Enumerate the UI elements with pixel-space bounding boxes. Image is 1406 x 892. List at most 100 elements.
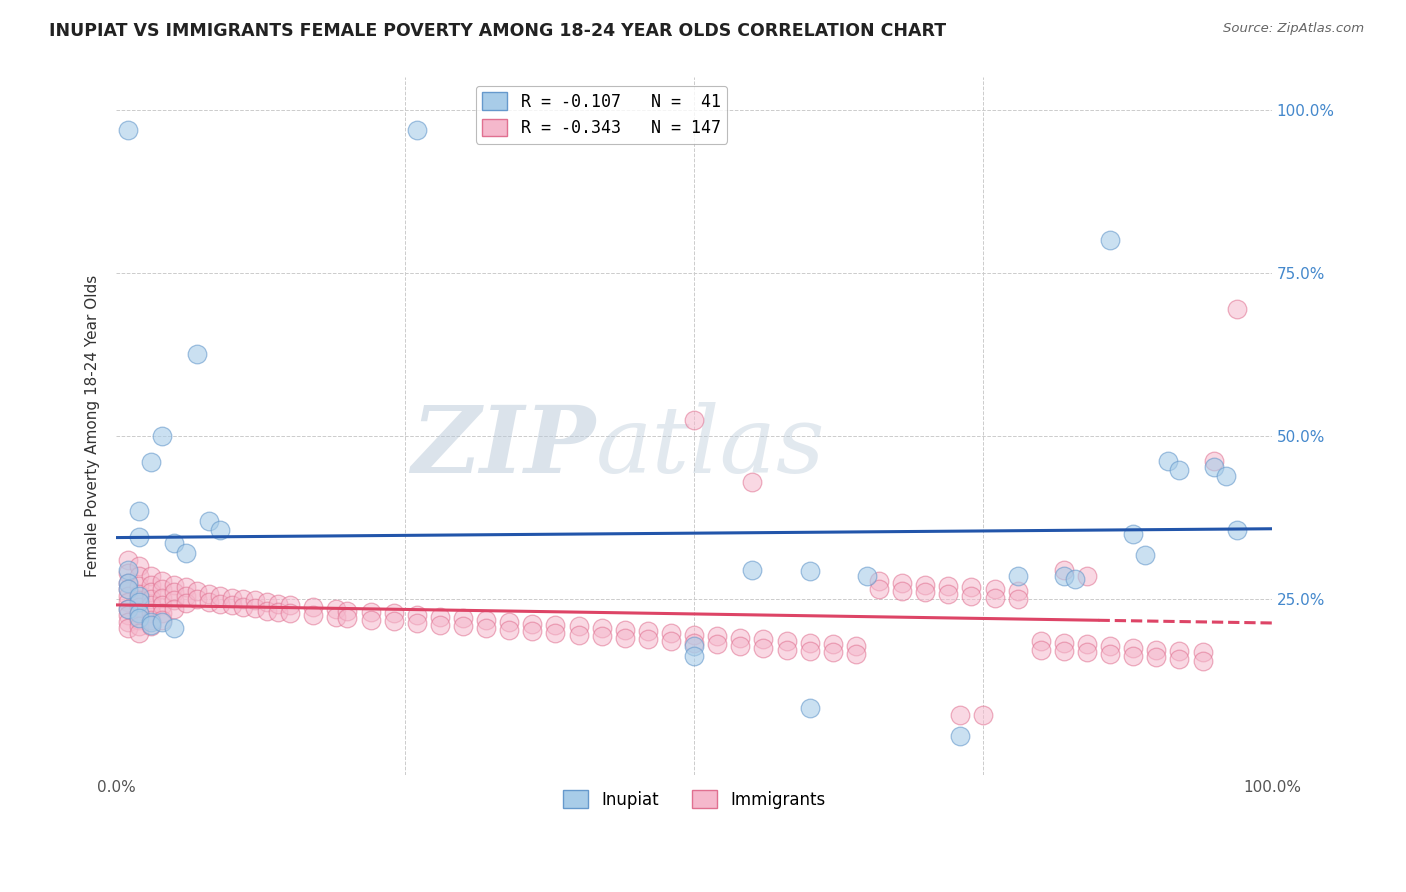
- Point: [278, 606, 301, 620]
- Point: [405, 615, 427, 630]
- Point: [186, 584, 208, 599]
- Point: [475, 613, 498, 627]
- Point: [972, 707, 994, 722]
- Point: [128, 619, 150, 633]
- Y-axis label: Female Poverty Among 18-24 Year Olds: Female Poverty Among 18-24 Year Olds: [86, 275, 100, 577]
- Point: [799, 565, 821, 579]
- Point: [891, 584, 914, 599]
- Point: [128, 579, 150, 593]
- Point: [949, 707, 972, 722]
- Point: [821, 637, 844, 651]
- Point: [475, 621, 498, 635]
- Point: [1029, 634, 1052, 648]
- Point: [301, 599, 323, 614]
- Point: [267, 605, 290, 619]
- Legend: Inupiat, Immigrants: Inupiat, Immigrants: [555, 784, 832, 815]
- Point: [914, 577, 936, 591]
- Point: [117, 562, 139, 576]
- Point: [1204, 453, 1226, 467]
- Point: [683, 412, 706, 426]
- Point: [591, 629, 613, 643]
- Point: [1144, 642, 1167, 657]
- Point: [856, 569, 879, 583]
- Point: [152, 615, 174, 629]
- Point: [914, 585, 936, 599]
- Point: [637, 624, 659, 639]
- Point: [382, 614, 405, 628]
- Point: [868, 574, 890, 588]
- Point: [197, 587, 219, 601]
- Point: [544, 625, 567, 640]
- Point: [799, 635, 821, 649]
- Point: [139, 615, 162, 629]
- Point: [117, 615, 139, 629]
- Point: [128, 504, 150, 518]
- Point: [949, 729, 972, 743]
- Text: ZIP: ZIP: [412, 402, 596, 492]
- Point: [741, 562, 763, 576]
- Point: [429, 610, 451, 624]
- Point: [1191, 654, 1213, 668]
- Point: [659, 625, 682, 640]
- Point: [360, 613, 382, 627]
- Point: [117, 601, 139, 615]
- Point: [775, 634, 797, 648]
- Point: [128, 599, 150, 614]
- Point: [128, 569, 150, 583]
- Point: [243, 601, 266, 615]
- Point: [730, 631, 752, 645]
- Point: [174, 546, 197, 560]
- Point: [232, 591, 254, 606]
- Point: [163, 536, 186, 550]
- Point: [139, 618, 162, 632]
- Point: [197, 514, 219, 528]
- Point: [1204, 460, 1226, 475]
- Point: [256, 603, 278, 617]
- Point: [1191, 645, 1213, 659]
- Point: [1122, 526, 1144, 541]
- Point: [139, 599, 162, 613]
- Text: Source: ZipAtlas.com: Source: ZipAtlas.com: [1223, 22, 1364, 36]
- Point: [382, 606, 405, 620]
- Point: [1215, 469, 1237, 483]
- Point: [336, 611, 359, 625]
- Point: [152, 582, 174, 596]
- Point: [1144, 650, 1167, 665]
- Point: [1053, 644, 1076, 658]
- Point: [152, 613, 174, 627]
- Point: [128, 595, 150, 609]
- Point: [117, 589, 139, 603]
- Point: [845, 639, 868, 653]
- Point: [209, 597, 232, 611]
- Point: [128, 530, 150, 544]
- Point: [325, 601, 347, 615]
- Point: [128, 613, 150, 627]
- Point: [163, 621, 186, 635]
- Point: [117, 621, 139, 635]
- Point: [659, 634, 682, 648]
- Point: [936, 579, 959, 593]
- Point: [706, 629, 728, 643]
- Point: [1076, 637, 1098, 651]
- Text: INUPIAT VS IMMIGRANTS FEMALE POVERTY AMONG 18-24 YEAR OLDS CORRELATION CHART: INUPIAT VS IMMIGRANTS FEMALE POVERTY AMO…: [49, 22, 946, 40]
- Point: [221, 599, 243, 613]
- Point: [522, 616, 544, 631]
- Point: [117, 553, 139, 567]
- Point: [1007, 591, 1029, 606]
- Point: [498, 615, 520, 629]
- Point: [405, 608, 427, 623]
- Point: [1007, 569, 1029, 583]
- Point: [209, 589, 232, 603]
- Point: [613, 631, 636, 645]
- Point: [1053, 636, 1076, 650]
- Point: [1076, 645, 1098, 659]
- Point: [163, 601, 186, 615]
- Point: [163, 593, 186, 607]
- Point: [567, 628, 589, 642]
- Point: [1064, 572, 1087, 586]
- Point: [243, 593, 266, 607]
- Point: [186, 347, 208, 361]
- Point: [1168, 652, 1191, 666]
- Point: [117, 582, 139, 596]
- Point: [752, 640, 775, 655]
